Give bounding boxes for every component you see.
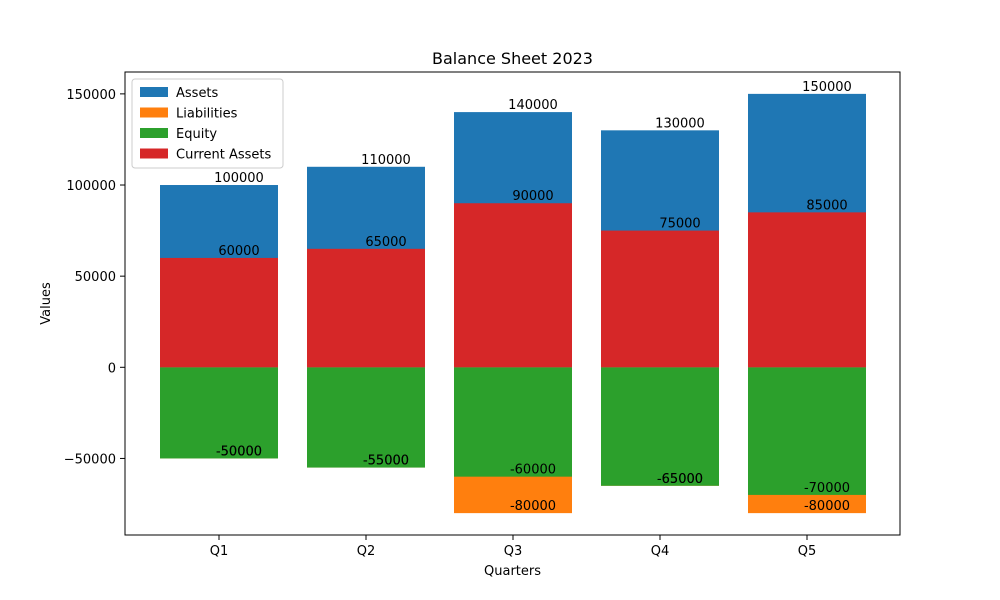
- bar-current-assets-q5: [748, 212, 866, 368]
- legend-label: Equity: [176, 127, 217, 142]
- x-tick-label: Q1: [210, 544, 229, 559]
- value-label: 60000: [218, 244, 259, 259]
- value-label: 90000: [512, 189, 553, 204]
- value-label: 130000: [655, 116, 705, 131]
- value-label: -50000: [216, 444, 262, 459]
- y-tick-label: −50000: [64, 452, 116, 467]
- y-tick-label: 100000: [66, 179, 116, 194]
- bar-current-assets-q3: [454, 203, 572, 368]
- bar-equity-q3: [454, 367, 572, 477]
- value-label: 65000: [365, 235, 406, 250]
- value-labels-layer: 100000 110000 140000 130000 150000 -50000 -550…: [214, 80, 852, 514]
- x-tick-label: Q2: [357, 544, 376, 559]
- value-label: -55000: [363, 454, 409, 469]
- value-label: -60000: [510, 463, 556, 478]
- value-label: -80000: [804, 499, 850, 514]
- value-label: -70000: [804, 481, 850, 496]
- legend-swatch: [140, 128, 168, 138]
- value-label: -55000: [363, 454, 409, 469]
- bar-equity-q4: [601, 367, 719, 486]
- axes-layer: −50000 0 50000 100000 150000 Q1 Q2 Q3 Q4 Q5: [64, 71, 901, 559]
- bar-equity-q2: [307, 367, 425, 468]
- legend-label: Current Assets: [176, 148, 271, 163]
- bars-layer: [160, 93, 866, 514]
- legend-label: Assets: [176, 86, 219, 101]
- legend-swatch: [140, 148, 168, 159]
- value-label: -50000: [216, 444, 262, 459]
- legend-box: [131, 78, 284, 169]
- value-label: 110000: [361, 153, 411, 168]
- x-tick-label: Q4: [651, 544, 670, 559]
- x-axis-label: Quarters: [484, 564, 541, 579]
- legend-label: Liabilities: [176, 107, 238, 122]
- chart-title: Balance Sheet 2023: [432, 49, 593, 68]
- value-label: 85000: [806, 198, 847, 213]
- bar-equity-q5: [748, 367, 866, 495]
- value-label: 150000: [802, 80, 852, 95]
- value-label: 140000: [508, 98, 558, 113]
- y-tick-label: 0: [108, 361, 116, 376]
- x-tick-label: Q5: [798, 544, 817, 559]
- value-label: 75000: [659, 217, 700, 232]
- y-tick-label: 50000: [75, 270, 116, 285]
- value-label: -80000: [510, 499, 556, 514]
- bar-equity-q1: [160, 367, 278, 459]
- y-tick-label: 150000: [66, 88, 116, 103]
- value-label: 100000: [214, 171, 264, 186]
- value-label: -65000: [657, 472, 703, 487]
- bar-current-assets-q1: [160, 257, 278, 368]
- legend-swatch: [140, 107, 168, 118]
- bar-current-assets-q2: [307, 248, 425, 368]
- value-label: -65000: [657, 472, 703, 487]
- y-axis-label: Values: [39, 282, 54, 325]
- legend-swatch: [140, 87, 168, 97]
- legend: Assets Liabilities Equity Current Assets: [131, 78, 284, 169]
- x-tick-label: Q3: [504, 544, 523, 559]
- bar-current-assets-q4: [601, 230, 719, 368]
